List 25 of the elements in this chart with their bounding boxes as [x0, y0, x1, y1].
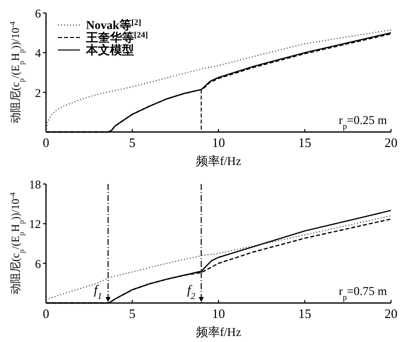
x-tick-label: 10 — [212, 306, 225, 321]
y-tick-label: 6 — [35, 6, 41, 20]
x-tick-label: 15 — [298, 306, 312, 321]
x-tick-label: 20 — [384, 306, 398, 321]
y-tick-label: 6 — [35, 256, 41, 271]
x-tick-label: 15 — [298, 135, 312, 150]
ref-line-label: f$_{2}$ — [187, 282, 196, 301]
x-axis-title: 频率f/Hz — [196, 325, 242, 339]
annotation: r$_{p}$=0.75 m — [338, 284, 388, 302]
y-tick-label: 2 — [35, 86, 41, 100]
x-axis-title: 频率f/Hz — [196, 154, 242, 168]
legend-label: 王奎华等$^{[24]}$ — [85, 30, 148, 44]
y-tick-label: 12 — [29, 217, 41, 232]
x-tick-label: 5 — [129, 306, 136, 321]
x-tick-label: 10 — [212, 135, 225, 150]
legend-label: 本文模型 — [85, 43, 134, 57]
x-tick-label: 20 — [384, 135, 398, 150]
y-tick-label: 4 — [35, 46, 41, 60]
x-tick-label: 0 — [42, 306, 50, 321]
x-tick-label: 0 — [42, 135, 50, 150]
y-tick-label: 18 — [29, 178, 41, 192]
legend-label: Novak等$^{[2]}$ — [86, 18, 142, 32]
ref-line-label: f$_{1}$ — [94, 282, 102, 301]
x-tick-label: 5 — [129, 135, 136, 150]
annotation: r$_{p}$=0.25 m — [338, 113, 388, 130]
